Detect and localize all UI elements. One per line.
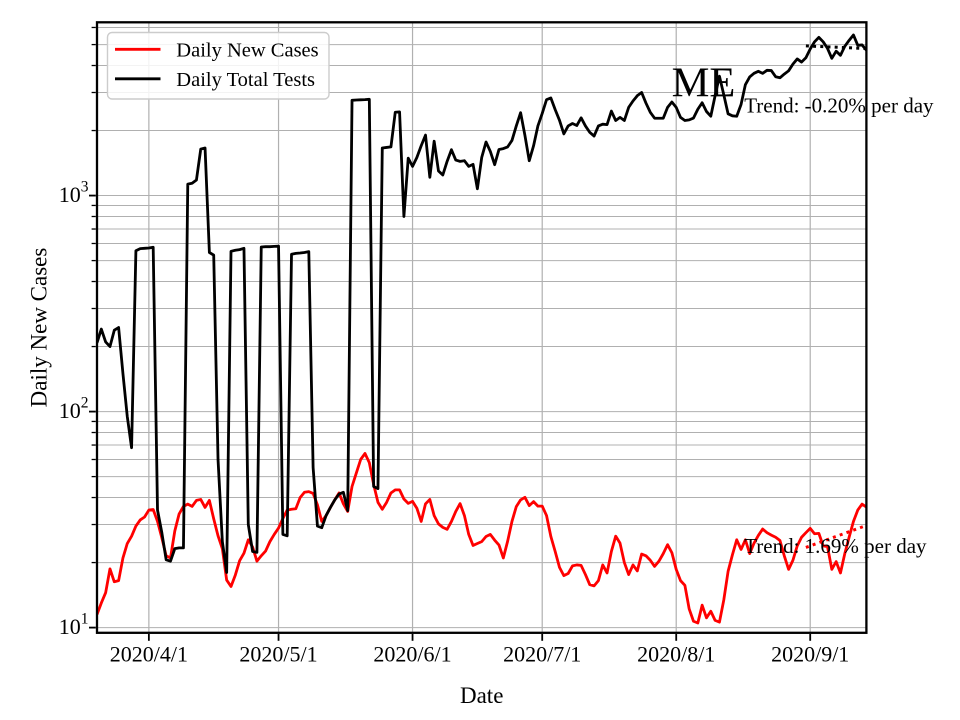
- legend: Daily New Cases Daily Total Tests: [106, 31, 330, 100]
- trend-annotation-total-tests: Trend: -0.20% per day: [744, 94, 934, 118]
- x-tick-labels: 2020/4/1 2020/5/1 2020/6/1 2020/7/1 2020/8/1…: [110, 642, 850, 667]
- legend-label-total-tests: Daily Total Tests: [176, 69, 315, 91]
- data-series: [97, 33, 867, 625]
- legend-box: [106, 31, 330, 100]
- trend-lines: [805, 44, 867, 549]
- series-line-daily-total-tests: [97, 33, 867, 574]
- x-tick-label: 2020/9/1: [771, 642, 849, 667]
- legend-label-new-cases: Daily New Cases: [176, 39, 318, 61]
- x-tick-label: 2020/8/1: [637, 642, 715, 667]
- x-tick-label: 2020/6/1: [373, 642, 451, 667]
- x-axis-label: Date: [460, 683, 503, 708]
- x-tick-label: 2020/5/1: [239, 642, 317, 667]
- plot-border: [95, 21, 868, 634]
- axis-ticks: [89, 26, 812, 641]
- gridlines: [97, 22, 867, 633]
- trend-dotted-line-total-tests: [805, 44, 867, 51]
- trend-annotation-new-cases: Trend: 1.69% per day: [744, 534, 927, 558]
- x-tick-label: 2020/4/1: [110, 642, 188, 667]
- y-axis-label: Daily New Cases: [27, 248, 52, 408]
- x-tick-label: 2020/7/1: [503, 642, 581, 667]
